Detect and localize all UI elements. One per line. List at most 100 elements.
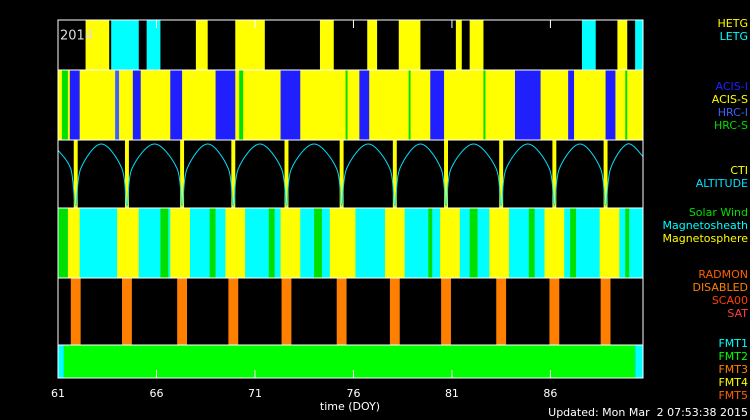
interval [170,208,190,278]
interval [115,70,120,140]
interval [195,20,208,70]
legend-entry: FMT1 [718,337,748,350]
interval [177,278,188,345]
interval [367,20,378,70]
interval [209,208,216,278]
interval [239,70,244,140]
interval [329,208,356,278]
interval [635,345,643,378]
legend-entry: CTI [730,164,748,177]
interval [284,140,289,208]
interval [170,70,183,140]
legend-entry: Solar Wind [689,206,748,219]
interval [58,208,68,278]
x-tick-label: 81 [445,387,459,400]
interval [552,140,557,208]
interval [235,20,265,70]
interval [61,70,68,140]
interval [85,20,110,70]
interval [58,345,64,378]
interval [469,208,478,278]
interval [124,140,129,208]
interval [455,20,462,70]
interval [314,208,322,278]
interval [440,208,460,278]
interval [625,70,628,140]
interval [319,20,334,70]
interval [281,278,292,345]
legend-entry: SAT [727,307,748,320]
legend-entry: DISABLED [692,281,748,294]
interval [63,345,636,378]
interval [280,208,301,278]
interval [635,20,643,70]
legend-entry: Magnetosphere [663,232,749,245]
interval [600,278,611,345]
interval [359,70,370,140]
interval [280,70,301,140]
legend-entry: HRC-S [714,119,748,132]
interval [568,70,575,140]
legend-entry: FMT5 [718,389,748,402]
legend-entry: HRC-I [718,106,748,119]
interval [345,70,348,140]
interval [67,208,80,278]
legend-entry: ALTITUDE [696,177,748,190]
interval [544,208,565,278]
x-tick-label: 61 [51,387,65,400]
interval [398,20,421,70]
interval [336,278,347,345]
interval [570,208,577,278]
interval [496,278,507,345]
interval [228,278,239,345]
interval [605,70,616,140]
interval [408,70,411,140]
interval [514,70,541,140]
x-tick-label: 86 [543,387,557,400]
interval [132,70,141,140]
interval [483,70,486,140]
legend-entry: SCA00 [712,294,748,307]
interval [428,208,433,278]
year-label: 2014 [60,29,93,44]
interval [444,140,448,208]
interval [430,70,445,140]
legend-entry: LETG [720,30,748,43]
interval [489,208,510,278]
interval [215,70,236,140]
interval [528,208,535,278]
interval [339,140,344,208]
interval [73,140,78,208]
interval [499,140,504,208]
legend-entry: HETG [718,17,748,30]
interval [469,20,484,70]
interval [384,208,405,278]
interval [625,208,630,278]
interval [389,278,400,345]
legend-entry: RADMON [698,268,748,281]
footer: Updated: Mon Mar 2 07:53:38 2015 [548,406,748,419]
legend-entry: FMT2 [718,350,748,363]
x-tick-label: 76 [346,387,360,400]
interval [146,20,161,70]
interval [111,20,139,70]
x-tick-label: 71 [248,387,262,400]
interval [225,208,246,278]
interval [603,140,608,208]
interval [599,208,620,278]
interval [160,208,169,278]
interval [69,70,80,140]
legend-entry: FMT3 [718,363,748,376]
legend-entry: Magnetosheath [663,219,749,232]
interval [392,140,397,208]
panel-border [57,344,644,379]
interval [117,208,139,278]
interval [441,278,451,345]
interval [268,208,275,278]
legend-entry: ACIS-I [716,80,748,93]
altitude-line [58,143,643,207]
interval [231,140,236,208]
legend-entry: ACIS-S [712,93,748,106]
x-tick-label: 66 [149,387,163,400]
